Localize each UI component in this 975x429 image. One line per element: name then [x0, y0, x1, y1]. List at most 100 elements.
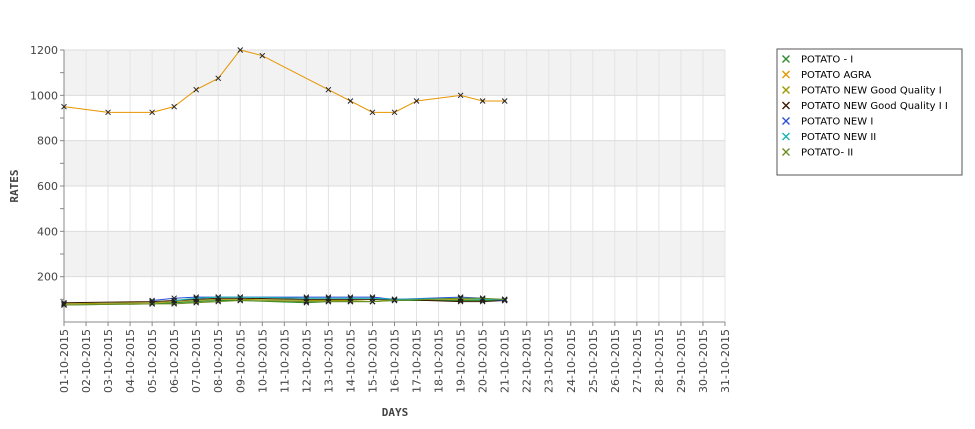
x-tick-label: 03-10-2015 — [102, 329, 115, 393]
data-point — [303, 296, 310, 303]
data-point — [501, 98, 508, 104]
data-point — [193, 86, 200, 93]
data-point — [413, 98, 420, 104]
x-tick-label: 16-10-2015 — [389, 329, 402, 393]
data-point — [347, 294, 354, 300]
legend-item: POTATO- II — [782, 148, 853, 159]
data-point — [193, 299, 200, 306]
data-point — [479, 296, 486, 303]
y-tick-label: 800 — [37, 135, 58, 148]
x-tick-label: 14-10-2015 — [344, 329, 357, 393]
x-tick-label: 25-10-2015 — [587, 329, 600, 393]
y-tick-label: 600 — [37, 180, 58, 193]
x-tick-label: 02-10-2015 — [80, 329, 93, 393]
legend-item: POTATO - I — [782, 55, 853, 66]
legend-marker-icon — [782, 132, 790, 141]
data-point — [149, 301, 155, 307]
x-tick-label: 20-10-2015 — [477, 329, 490, 393]
x-tick-label: 01-10-2015 — [58, 329, 71, 393]
legend-label: POTATO NEW II — [801, 132, 876, 143]
series-potato-ii — [61, 295, 508, 308]
legend-marker-icon — [782, 101, 790, 110]
x-tick-label: 15-10-2015 — [366, 329, 379, 393]
x-tick-label: 26-10-2015 — [609, 329, 622, 393]
data-point — [347, 98, 354, 104]
x-axis-title: DAYS — [382, 406, 409, 419]
x-tick-label: 09-10-2015 — [234, 329, 247, 393]
y-tick-label: 1000 — [30, 89, 58, 102]
data-point — [369, 109, 376, 116]
legend-item: POTATO AGRA — [782, 70, 871, 81]
series-line — [63, 299, 505, 306]
data-point — [303, 294, 310, 300]
legend-item: POTATO NEW I — [782, 117, 873, 128]
data-point — [457, 296, 464, 303]
data-point — [369, 298, 376, 305]
data-point — [61, 302, 67, 308]
data-point — [61, 103, 67, 110]
data-point — [347, 298, 354, 305]
y-tick-label: 1200 — [30, 44, 58, 57]
data-point — [215, 294, 222, 300]
legend-marker-icon — [782, 86, 790, 94]
x-tick-label: 11-10-2015 — [278, 329, 291, 393]
x-tick-label: 18-10-2015 — [433, 329, 446, 393]
data-point — [479, 98, 486, 104]
legend-marker-icon — [782, 148, 790, 156]
data-point — [171, 103, 178, 110]
series-line — [63, 297, 505, 306]
x-tick-label: 21-10-2015 — [499, 329, 512, 393]
legend: POTATO - I POTATO AGRA POTATO NEW Good Qua… — [776, 48, 963, 176]
x-tick-label: 23-10-2015 — [543, 329, 556, 393]
data-point — [215, 75, 222, 82]
x-tick-label: 13-10-2015 — [322, 329, 335, 393]
data-point — [325, 298, 332, 305]
data-point — [61, 301, 67, 307]
data-point — [105, 109, 111, 116]
data-point — [61, 299, 67, 306]
x-tick-label: 08-10-2015 — [212, 329, 225, 393]
x-tick-label: 07-10-2015 — [190, 329, 203, 393]
legend-item: POTATO NEW Good Quality I I — [782, 101, 948, 112]
legend-label: POTATO AGRA — [801, 70, 871, 81]
data-point — [479, 295, 486, 302]
y-tick-label: 200 — [37, 271, 58, 284]
data-point — [325, 294, 332, 300]
data-point — [303, 298, 310, 305]
series-potato-agra — [61, 47, 508, 116]
data-point — [501, 296, 508, 303]
legend-label: POTATO NEW I — [801, 117, 873, 128]
series-line — [63, 49, 505, 113]
x-tick-labels: 01-10-2015 02-10-2015 03-10-2015 04-10-2015… — [58, 329, 732, 393]
x-tick-label: 10-10-2015 — [256, 329, 269, 393]
x-tick-label: 05-10-2015 — [146, 329, 159, 393]
legend-marker-icon — [782, 117, 790, 125]
series-group — [61, 47, 508, 308]
legend-label: POTATO NEW Good Quality I — [801, 86, 942, 97]
x-tick-label: 06-10-2015 — [168, 329, 181, 393]
x-tick-label: 31-10-2015 — [719, 329, 732, 393]
data-point — [215, 296, 222, 303]
data-point — [457, 92, 464, 99]
x-tick-label: 29-10-2015 — [675, 329, 688, 393]
x-tick-label: 28-10-2015 — [653, 329, 666, 393]
data-point — [391, 109, 398, 116]
series-line — [63, 298, 505, 305]
data-point — [347, 296, 354, 303]
data-point — [325, 296, 332, 303]
data-point — [215, 298, 222, 305]
data-point — [259, 52, 266, 59]
x-tick-label: 04-10-2015 — [124, 329, 137, 393]
data-point — [237, 297, 244, 304]
legend-item: POTATO NEW Good Quality I — [782, 86, 942, 97]
legend-label: POTATO - I — [801, 55, 853, 66]
x-tick-label: 30-10-2015 — [697, 329, 710, 393]
y-tick-labels: 200 400 600 800 1000 1200 — [30, 44, 58, 284]
x-tick-label: 12-10-2015 — [300, 329, 313, 393]
legend-item: POTATO NEW II — [782, 132, 876, 143]
x-tick-label: 27-10-2015 — [631, 329, 644, 393]
x-tick-label: 22-10-2015 — [521, 329, 534, 393]
data-point — [171, 301, 178, 307]
data-point — [457, 295, 464, 302]
